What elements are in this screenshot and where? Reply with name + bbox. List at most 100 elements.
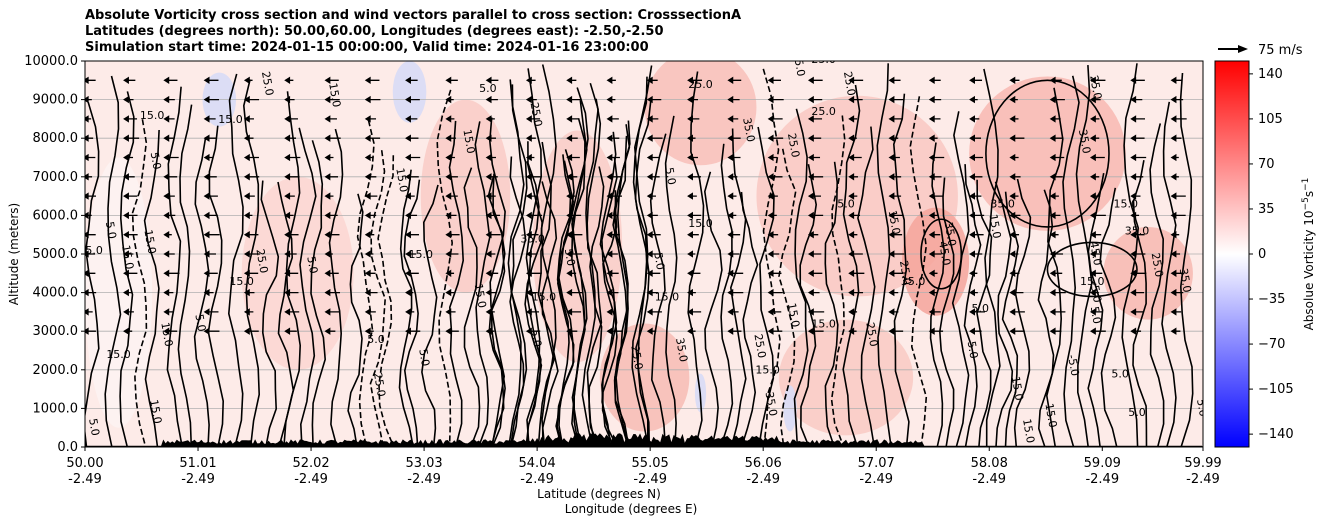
wind-arrow: [727, 134, 741, 142]
x-tick-label-lon: -2.49: [633, 472, 667, 487]
wind-arrow: [807, 288, 820, 297]
wind-arrow: [1009, 250, 1019, 258]
wind-arrow: [969, 153, 983, 162]
contour-line: [757, 126, 775, 447]
y-tick-label: 9000.0: [33, 93, 79, 108]
contour-line: [793, 108, 809, 447]
wind-arrow: [243, 211, 253, 220]
wind-arrow: [727, 173, 738, 181]
contour-label: 35.0: [520, 232, 545, 245]
wind-arrow: [85, 231, 96, 239]
contour-label: 25.0: [259, 70, 276, 96]
wind-arrow: [1170, 95, 1184, 104]
wind-arrow: [123, 115, 138, 123]
wind-arrow: [928, 76, 941, 84]
wind-reference-key: 75 m/s: [1218, 43, 1303, 58]
contour-line: [488, 117, 506, 447]
wind-arrow: [485, 115, 495, 123]
wind-arrow: [727, 95, 740, 104]
wind-arrow: [1170, 211, 1186, 220]
wind-arrow: [163, 95, 175, 104]
contour-line: [740, 191, 759, 447]
wind-arrow: [364, 115, 377, 123]
wind-arrow: [284, 250, 297, 258]
contour-label: 15.0: [1080, 275, 1105, 288]
x-tick-label-lon: -2.49: [407, 472, 441, 487]
wind-arrow: [1170, 134, 1182, 142]
contour-label: 25.0: [811, 53, 836, 66]
contour-label: 25.0: [863, 321, 880, 347]
contour-label: 25.0: [253, 248, 270, 274]
wind-arrow: [123, 288, 133, 297]
contour-label: 15.0: [393, 167, 410, 193]
x-axis-label-latitude: Latitude (degrees N): [537, 487, 661, 501]
contour-label: 15.0: [1020, 418, 1037, 444]
wind-arrow: [243, 153, 259, 162]
terrain-profile: [85, 433, 1203, 447]
wind-arrow: [848, 95, 863, 104]
y-tick-label: 5000.0: [33, 247, 79, 262]
vorticity-shading: [85, 61, 1193, 436]
contour-label: 15.0: [218, 113, 243, 126]
contour-label: 35.0: [763, 391, 780, 417]
wind-arrow: [807, 115, 823, 123]
wind-arrow: [525, 288, 538, 297]
contour-line: [537, 141, 555, 447]
wind-arrow: [485, 308, 495, 316]
wind-arrow: [727, 308, 739, 316]
contour-line: [398, 169, 414, 447]
wind-arrow: [566, 308, 582, 316]
contour-label: 15.0: [655, 290, 680, 303]
wind-arrow: [485, 269, 499, 277]
wind-arrow: [324, 76, 339, 84]
contour-line: [613, 120, 631, 447]
wind-arrow: [1049, 250, 1064, 258]
wind-arrow: [445, 76, 458, 84]
wind-arrow: [1130, 308, 1144, 316]
wind-arrow: [203, 173, 217, 181]
x-tick-label-lon: -2.49: [520, 472, 554, 487]
wind-arrow: [928, 269, 938, 277]
wind-arrow: [848, 173, 858, 181]
wind-arrow: [203, 211, 218, 220]
wind-arrow: [85, 115, 92, 123]
wind-arrow: [687, 211, 702, 220]
wind-arrow: [203, 153, 213, 162]
wind-arrow: [767, 269, 782, 277]
contour-line: [892, 93, 910, 447]
wind-arrow: [767, 250, 780, 258]
wind-arrow: [364, 231, 375, 239]
wind-arrow: [807, 250, 822, 258]
wind-arrow: [485, 231, 501, 239]
wind-arrow: [1170, 115, 1187, 123]
contour-line: [177, 104, 193, 447]
contour-line: [599, 131, 617, 447]
wind-arrow: [606, 250, 618, 258]
wind-arrow: [1130, 115, 1145, 123]
wind-arrow: [1009, 95, 1018, 104]
contour-line: [104, 75, 122, 447]
wind-arrow: [848, 269, 865, 277]
wind-arrow: [1130, 173, 1144, 181]
colorbar-label-exponent: −5: [1301, 197, 1311, 210]
wind-arrow: [606, 288, 619, 297]
contour-line: [143, 129, 160, 447]
x-tick-label-lon: -2.49: [294, 472, 328, 487]
wind-arrow: [1170, 192, 1186, 200]
wind-arrow: [284, 192, 295, 200]
wind-arrow: [928, 134, 938, 142]
wind-arrow: [969, 269, 978, 277]
wind-arrow: [1170, 250, 1181, 258]
wind-arrow: [687, 250, 696, 258]
wind-arrow: [888, 95, 904, 104]
wind-arrow: [123, 211, 138, 220]
wind-arrow: [85, 95, 92, 104]
wind-arrow: [163, 192, 175, 200]
contour-label: 5.0: [972, 302, 990, 315]
wind-arrow: [928, 308, 941, 316]
x-tick-label-lat: 57.07: [858, 456, 895, 471]
wind-arrow: [203, 95, 219, 104]
wind-arrow: [888, 308, 899, 316]
wind-arrow: [85, 76, 96, 84]
contour-line: [403, 179, 421, 447]
